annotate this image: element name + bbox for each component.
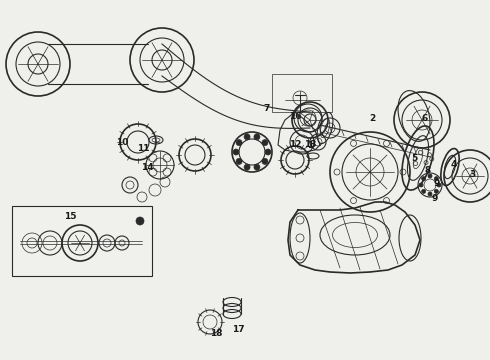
- Circle shape: [428, 192, 432, 196]
- Text: 1: 1: [307, 140, 313, 149]
- Text: 13: 13: [304, 140, 316, 149]
- Circle shape: [421, 177, 426, 181]
- Circle shape: [136, 217, 144, 225]
- Circle shape: [262, 158, 268, 165]
- Text: 2: 2: [369, 113, 375, 122]
- Text: 5: 5: [411, 153, 417, 162]
- Circle shape: [244, 134, 250, 140]
- Bar: [272, 74, 332, 112]
- Text: 8: 8: [425, 166, 431, 175]
- Text: 9: 9: [432, 194, 438, 202]
- Circle shape: [236, 158, 242, 165]
- Text: 3: 3: [470, 170, 476, 179]
- Circle shape: [434, 189, 439, 193]
- Circle shape: [428, 174, 432, 178]
- Circle shape: [254, 164, 260, 170]
- Circle shape: [254, 134, 260, 140]
- Text: 6: 6: [422, 113, 428, 122]
- Circle shape: [244, 164, 250, 170]
- Text: 4: 4: [451, 159, 457, 168]
- Text: 16: 16: [289, 112, 301, 121]
- Text: 12: 12: [289, 140, 301, 149]
- Circle shape: [434, 177, 439, 181]
- Text: 18: 18: [210, 328, 222, 338]
- Text: 10: 10: [116, 138, 128, 147]
- Text: 15: 15: [64, 212, 76, 220]
- Circle shape: [419, 183, 423, 187]
- Circle shape: [233, 149, 239, 155]
- Text: 11: 11: [137, 144, 149, 153]
- Text: 17: 17: [232, 325, 245, 334]
- Text: 9: 9: [434, 179, 440, 188]
- Text: 14: 14: [141, 162, 153, 171]
- Text: 7: 7: [264, 104, 270, 112]
- Circle shape: [421, 189, 426, 193]
- Circle shape: [236, 140, 242, 145]
- Circle shape: [437, 183, 441, 187]
- Circle shape: [265, 149, 271, 155]
- Circle shape: [262, 140, 268, 145]
- Bar: [12, 206, 152, 276]
